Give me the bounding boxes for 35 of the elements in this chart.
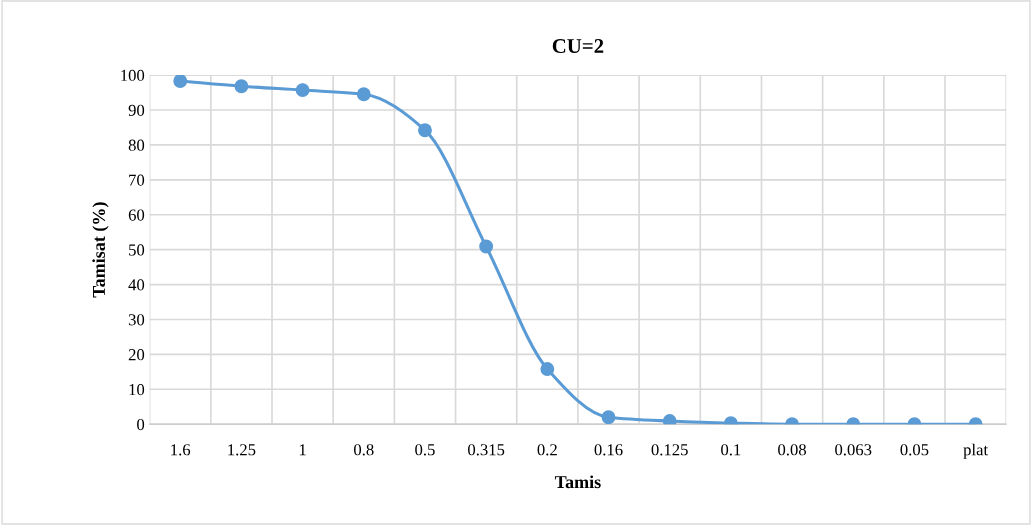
x-tick-label: 1.25 <box>228 444 256 456</box>
x-tick-label: 0.08 <box>778 444 807 456</box>
point <box>479 239 494 254</box>
y-tick-label: 60 <box>128 209 145 221</box>
y-tick-label: 70 <box>129 174 145 186</box>
x-tick-label: 0.2 <box>537 444 557 456</box>
x-tick-label: 0.1 <box>721 444 741 456</box>
chart-title: CU=2 <box>552 39 604 54</box>
x-tick-label: 0.8 <box>354 444 374 456</box>
y-tick-label: 40 <box>128 279 145 291</box>
point <box>356 87 371 102</box>
point <box>173 75 188 88</box>
y-tick-label: 0 <box>137 418 145 431</box>
y-tick-label: 10 <box>129 383 145 396</box>
point <box>418 123 432 138</box>
point <box>662 414 677 425</box>
x-tick-label: 1 <box>299 444 306 456</box>
y-tick-label: 30 <box>128 314 145 326</box>
x-tick-label: 0.5 <box>415 444 435 456</box>
y-axis-title: Tamisat (%) <box>92 202 109 298</box>
y-tick-label: 80 <box>128 139 145 151</box>
point <box>295 83 310 98</box>
x-tick-label: 0.315 <box>468 444 505 456</box>
x-tick-label: 0.063 <box>835 444 872 456</box>
x-tick-label: 0.05 <box>900 444 929 456</box>
x-tick-label: plat <box>963 443 989 459</box>
x-tick-label: 0.16 <box>594 444 623 456</box>
y-tick-label: 100 <box>121 69 145 82</box>
y-tick-label: 20 <box>128 349 145 361</box>
x-axis-title: Tamis <box>554 475 601 489</box>
point <box>234 79 249 94</box>
x-tick-label: 1.6 <box>171 444 191 456</box>
y-tick-label: 90 <box>128 104 145 116</box>
x-tick-label: 0.125 <box>651 444 688 456</box>
y-tick-label: 50 <box>129 244 145 256</box>
